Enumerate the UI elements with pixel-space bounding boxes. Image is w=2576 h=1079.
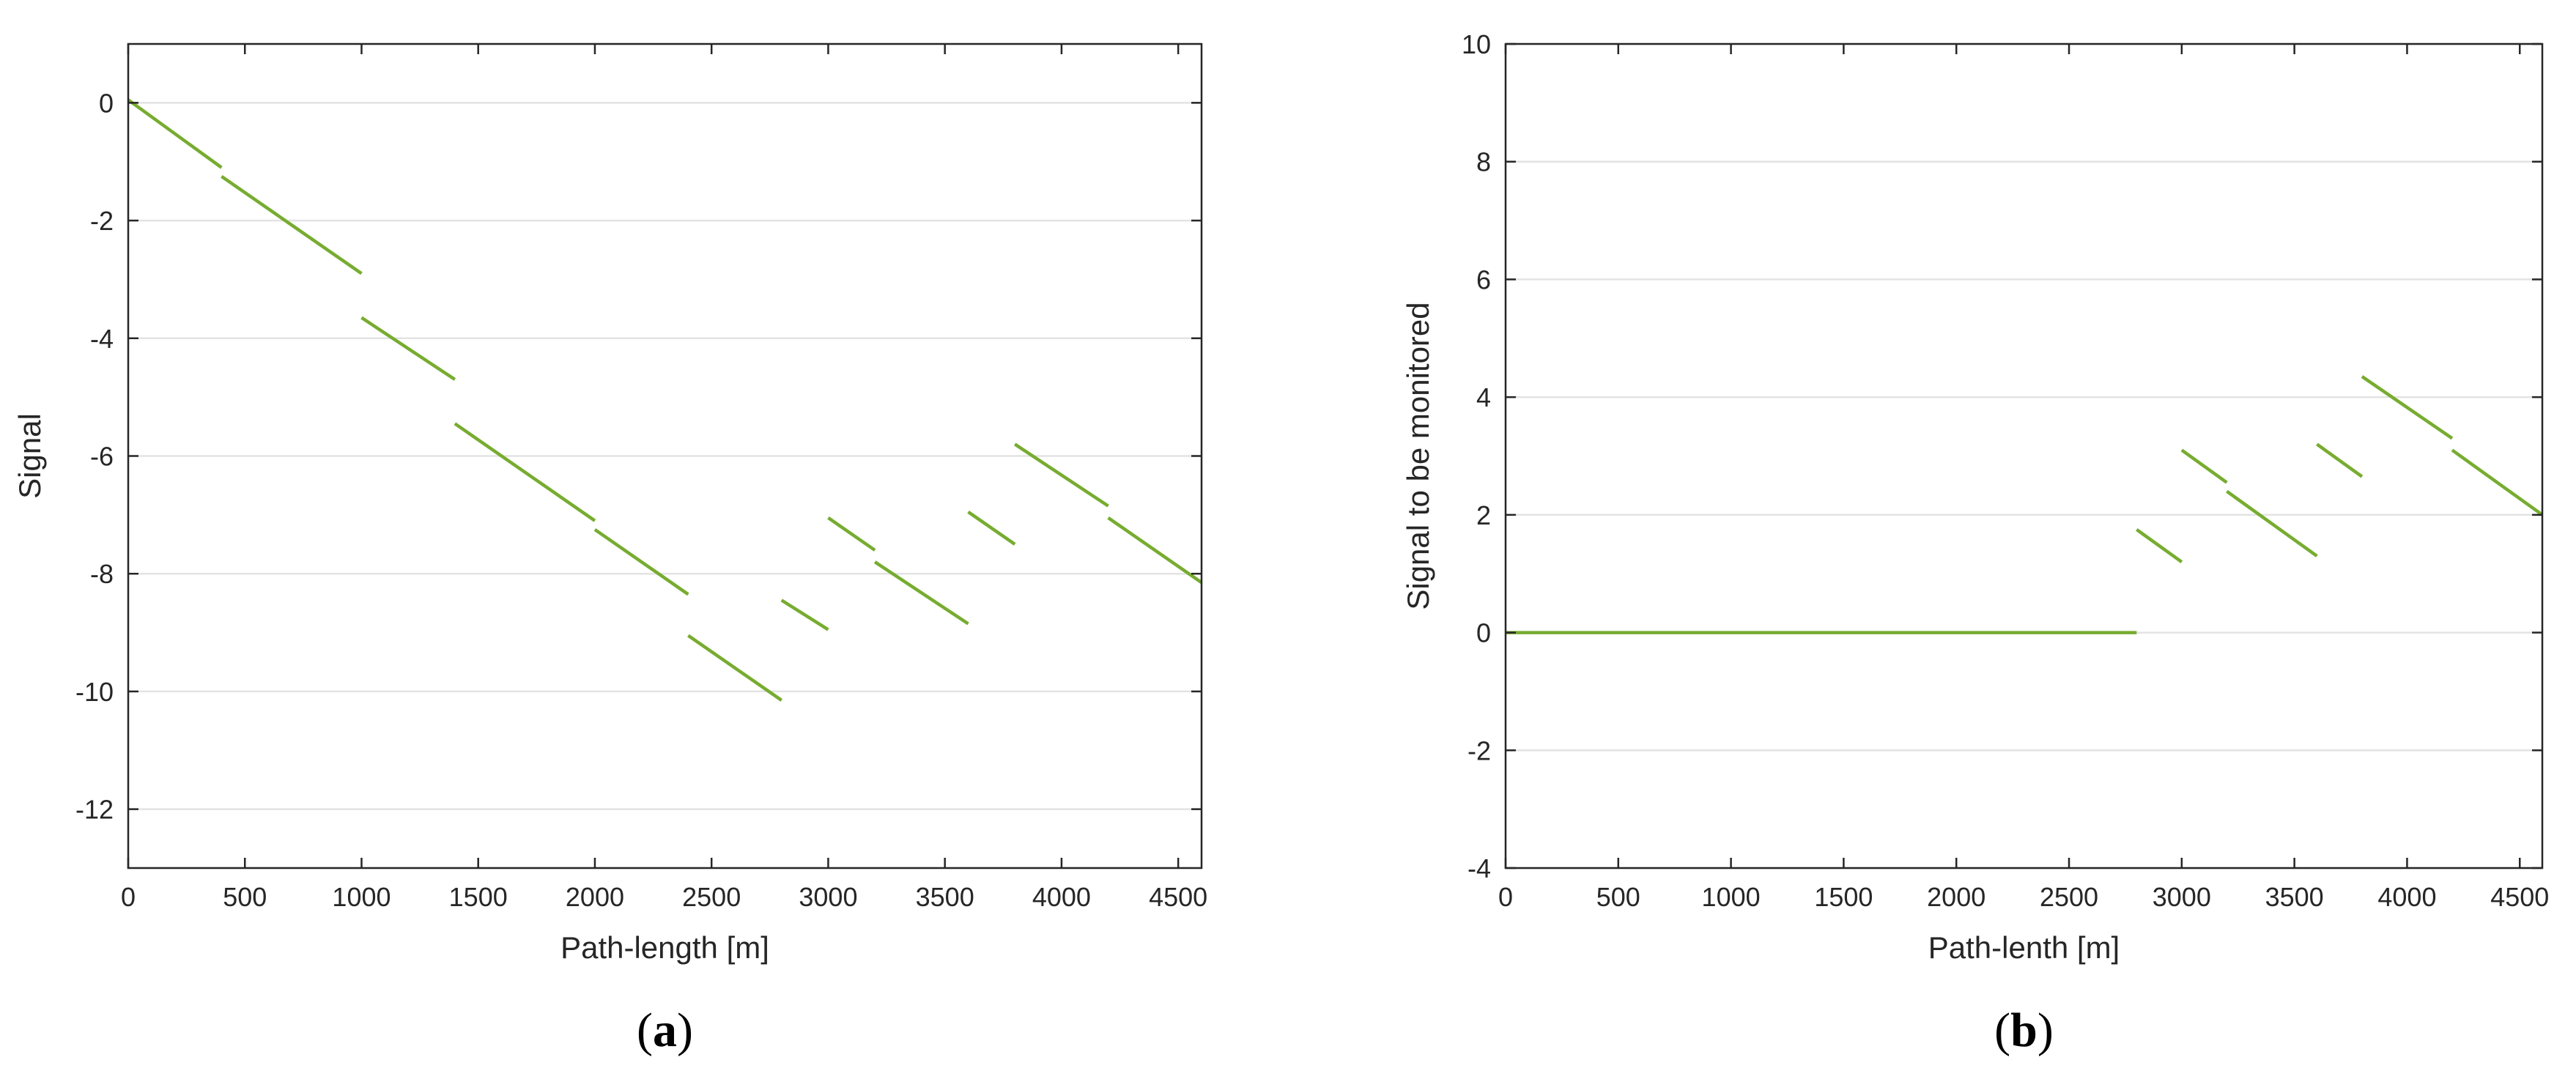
y-tick-label: -2 — [1467, 735, 1491, 765]
x-tick-label: 1500 — [1814, 882, 1873, 912]
data-segment — [221, 174, 363, 275]
y-tick-label: 8 — [1476, 147, 1491, 177]
y-tick-label: 0 — [1476, 618, 1491, 648]
x-tick-label: 4000 — [2377, 882, 2436, 912]
chart-b: 0 500 1000 1500 2000 2500 3000 3500 4000 4500 10 8 6… — [1401, 29, 2549, 1057]
plot-area — [1506, 44, 2542, 868]
x-axis-label: Path-lenth [m] — [1928, 930, 2120, 965]
x-tick-label: 3500 — [916, 882, 974, 912]
x-tick-label: 4500 — [1149, 882, 1207, 912]
data-segment — [1013, 442, 1109, 508]
x-tick-label: 500 — [223, 882, 267, 912]
panel-label: (a) — [637, 1004, 693, 1057]
y-tick-label: -8 — [90, 559, 114, 589]
y-tick-label: -4 — [1467, 853, 1491, 883]
x-tick-label: 1000 — [1702, 882, 1761, 912]
x-tick-label: 2000 — [1927, 882, 1985, 912]
y-tick-label: -4 — [90, 324, 114, 354]
data-segment — [687, 634, 783, 702]
x-tick-label: 2500 — [682, 882, 741, 912]
data-segment — [2361, 375, 2454, 440]
chart-a: 0 500 1000 1500 2000 2500 3000 3500 4000 4500 0 -2 -… — [12, 42, 1207, 1057]
x-tick-label: 4000 — [1032, 882, 1091, 912]
data-segment — [360, 316, 456, 381]
y-tick-label: 6 — [1476, 264, 1491, 294]
x-tick-label: 0 — [1498, 882, 1513, 912]
data-segment — [873, 560, 969, 626]
data-segment — [967, 510, 1016, 546]
panel-label: (b) — [1994, 1004, 2054, 1057]
data-segment — [2316, 442, 2364, 478]
y-axis-label: Signal — [12, 413, 47, 499]
data-segment — [593, 528, 689, 596]
data-segment — [2180, 448, 2228, 484]
data-segment — [2226, 489, 2318, 557]
x-tick-label: 2000 — [566, 882, 624, 912]
y-tick-label: 10 — [1462, 29, 1491, 59]
y-tick-label: -10 — [75, 677, 114, 707]
y-tick-label: 0 — [99, 88, 114, 118]
y-tick-label: 2 — [1476, 500, 1491, 530]
x-tick-label: 500 — [1596, 882, 1640, 912]
x-tick-label: 2500 — [2040, 882, 2098, 912]
data-segment — [827, 516, 876, 552]
y-tick-label: -6 — [90, 442, 114, 472]
x-tick-label: 3500 — [2265, 882, 2324, 912]
x-tick-label: 1500 — [449, 882, 508, 912]
data-segment — [454, 422, 596, 522]
data-segment — [1107, 516, 1203, 585]
x-axis-label: Path-length [m] — [560, 930, 769, 965]
x-tick-label: 0 — [121, 882, 136, 912]
x-tick-label: 3000 — [2153, 882, 2211, 912]
data-segment — [127, 98, 223, 169]
data-segment — [780, 598, 829, 631]
panel-letter: a — [653, 1004, 677, 1057]
x-tick-label: 3000 — [799, 882, 857, 912]
data-segment — [2135, 528, 2183, 563]
axes-frame — [1504, 42, 2544, 869]
y-axis-label: Signal to be monitored — [1401, 302, 1435, 609]
y-tick-label: -2 — [90, 206, 114, 236]
data-segment — [2451, 448, 2544, 516]
y-tick-label: -12 — [75, 795, 114, 825]
x-tick-label: 1000 — [332, 882, 391, 912]
x-tick-label: 4500 — [2490, 882, 2549, 912]
panel-letter: b — [2010, 1004, 2038, 1057]
y-tick-label: 4 — [1476, 382, 1491, 412]
